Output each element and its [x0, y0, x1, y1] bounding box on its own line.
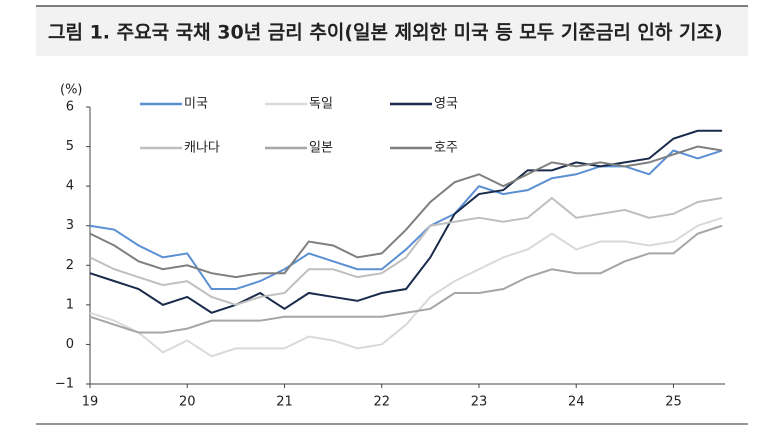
series-line — [89, 149, 723, 291]
series-line — [89, 196, 723, 306]
legend-label: 일본 — [309, 141, 333, 156]
title-box — [36, 6, 748, 56]
legend-label: 미국 — [184, 97, 208, 112]
y-tick-label: 2 — [66, 258, 74, 273]
y-tick-label: 3 — [66, 218, 74, 233]
y-tick-label: 6 — [66, 100, 74, 115]
legend-label: 영국 — [434, 97, 458, 112]
legend-label: 호주 — [434, 141, 458, 156]
x-tick-label: 20 — [179, 395, 196, 410]
y-tick-label: 5 — [66, 139, 74, 154]
chart-title: 그림 1. 주요국 국채 30년 금리 추이(일본 제외한 미국 등 모두 기준… — [48, 22, 723, 44]
x-tick-label: 24 — [568, 395, 585, 410]
y-tick-label: −1 — [55, 377, 74, 392]
y-tick-label: 4 — [66, 179, 74, 194]
x-tick-label: 19 — [82, 395, 99, 410]
legend-label: 캐나다 — [184, 141, 220, 156]
x-tick-label: 21 — [276, 395, 293, 410]
x-tick-label: 25 — [665, 395, 682, 410]
x-tick-label: 23 — [471, 395, 488, 410]
y-axis-label: (%) — [60, 83, 83, 98]
y-tick-label: 0 — [66, 337, 74, 352]
series-line — [89, 129, 723, 314]
y-tick-label: 1 — [66, 297, 74, 312]
legend-label: 독일 — [309, 97, 333, 112]
series-line — [89, 224, 723, 334]
x-tick-label: 22 — [373, 395, 390, 410]
series-line — [89, 145, 723, 279]
series-line — [89, 216, 723, 358]
